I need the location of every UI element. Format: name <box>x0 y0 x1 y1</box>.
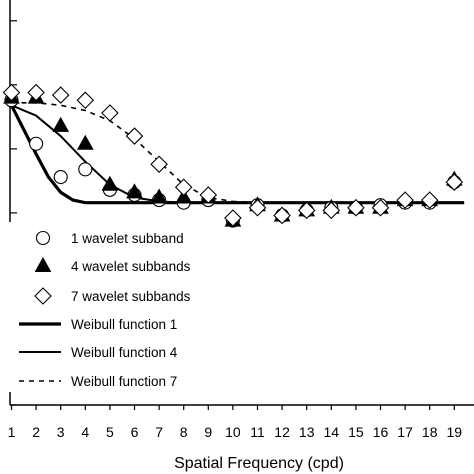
diamond-point <box>420 191 439 209</box>
x-tick-label: 12 <box>274 424 290 440</box>
chart-points <box>2 83 464 228</box>
x-tick-label: 10 <box>225 424 241 440</box>
x-tick-label: 5 <box>106 424 114 440</box>
x-tick-label: 17 <box>397 424 413 440</box>
legend-background <box>8 222 218 392</box>
diamond-point <box>347 199 365 217</box>
legend-label-1-wavelet-subband: 1 wavelet subband <box>71 231 184 246</box>
triangle-point <box>126 183 143 199</box>
circle-point <box>29 136 44 151</box>
series-line-weibull-function-4 <box>11 104 465 204</box>
legend-marker-diamond <box>34 287 52 305</box>
x-tick-label: 3 <box>57 424 65 440</box>
x-tick-labels: 1 2 3 4 5 6 7 8 9 10 11 12 13 14 15 16 17 18 19 <box>8 424 463 440</box>
diamond-point <box>371 199 390 217</box>
legend-label-weibull-function-1: Weibull function 1 <box>71 317 177 332</box>
x-tick-label: 2 <box>32 424 40 440</box>
legend-marker-triangle <box>34 256 52 272</box>
diamond-point <box>199 186 218 204</box>
diamond-point <box>396 191 414 209</box>
diamond-point <box>76 91 95 109</box>
diamond-point <box>101 104 119 122</box>
legend-marker-circle <box>35 230 51 246</box>
triangle-point <box>76 134 94 150</box>
circle-point <box>78 162 93 177</box>
x-tick-label: 8 <box>180 424 188 440</box>
diamond-point <box>2 83 21 102</box>
triangle-point <box>150 188 168 204</box>
diamond-point <box>150 155 168 174</box>
triangle-point <box>52 116 70 132</box>
diamond-point <box>174 178 193 197</box>
x-tick-label: 1 <box>8 424 16 440</box>
series-line-weibull-function-1 <box>10 104 465 205</box>
legend-label-7-wavelet-subbands: 7 wavelet subbands <box>71 289 191 304</box>
x-axis-title: Spatial Frequency (cpd) <box>174 455 344 472</box>
series-line-weibull-function-7 <box>11 102 465 204</box>
x-tick-label: 11 <box>250 424 265 440</box>
triangle-point <box>101 175 119 191</box>
legend-label-weibull-function-4: Weibull function 4 <box>71 345 178 360</box>
x-tick-label: 4 <box>81 424 89 440</box>
chart-lines <box>10 102 465 205</box>
diamond-point <box>51 86 70 104</box>
diamond-point <box>445 173 464 191</box>
x-tick-label: 13 <box>299 424 315 440</box>
x-tick-label: 16 <box>373 424 389 440</box>
triangle-point <box>175 188 193 204</box>
diamond-point <box>27 83 45 102</box>
x-tick-label: 9 <box>204 424 212 440</box>
x-tick-label: 19 <box>447 424 463 440</box>
circle-point <box>53 169 68 185</box>
diamond-point <box>224 209 242 227</box>
x-tick-label: 14 <box>324 424 340 440</box>
x-tick-label: 7 <box>155 424 163 440</box>
diamond-point <box>322 201 341 220</box>
diamond-point <box>125 127 144 145</box>
legend-label-weibull-function-7: Weibull function 7 <box>71 374 177 389</box>
diamond-point <box>273 206 291 225</box>
x-tick-label: 18 <box>422 424 438 440</box>
diamond-point <box>248 199 267 217</box>
legend-label-4-wavelet-subbands: 4 wavelet subbands <box>71 259 191 274</box>
x-tick-label: 6 <box>131 424 139 440</box>
legend: 1 wavelet subband 4 wavelet subbands 7 wav… <box>8 222 218 392</box>
diamond-point <box>297 201 316 220</box>
x-tick-label: 15 <box>348 424 364 440</box>
